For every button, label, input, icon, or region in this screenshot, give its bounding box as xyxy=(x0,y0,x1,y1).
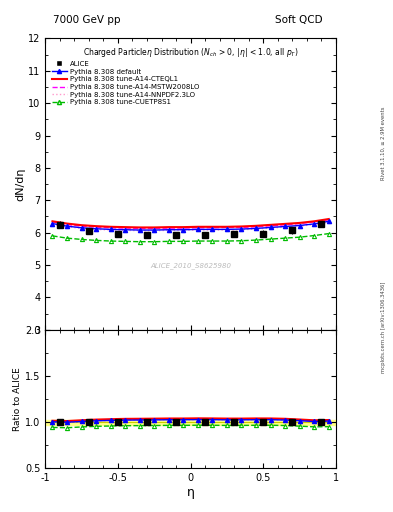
Text: 7000 GeV pp: 7000 GeV pp xyxy=(53,14,120,25)
Text: ALICE_2010_S8625980: ALICE_2010_S8625980 xyxy=(150,262,231,269)
Text: mcplots.cern.ch [arXiv:1306.3436]: mcplots.cern.ch [arXiv:1306.3436] xyxy=(381,282,386,373)
Y-axis label: Ratio to ALICE: Ratio to ALICE xyxy=(13,367,22,431)
Text: Charged Particle$\eta$ Distribution ($N_{ch}$ > 0, $|\eta|$ < 1.0, all $p_T$): Charged Particle$\eta$ Distribution ($N_… xyxy=(83,46,299,59)
Bar xyxy=(45,420,336,424)
Text: Soft QCD: Soft QCD xyxy=(275,14,323,25)
Y-axis label: dN/dη: dN/dη xyxy=(15,167,25,201)
X-axis label: η: η xyxy=(187,486,195,499)
Text: Rivet 3.1.10, ≥ 2.9M events: Rivet 3.1.10, ≥ 2.9M events xyxy=(381,106,386,180)
Legend: ALICE, Pythia 8.308 default, Pythia 8.308 tune-A14-CTEQL1, Pythia 8.308 tune-A14: ALICE, Pythia 8.308 default, Pythia 8.30… xyxy=(51,61,199,105)
